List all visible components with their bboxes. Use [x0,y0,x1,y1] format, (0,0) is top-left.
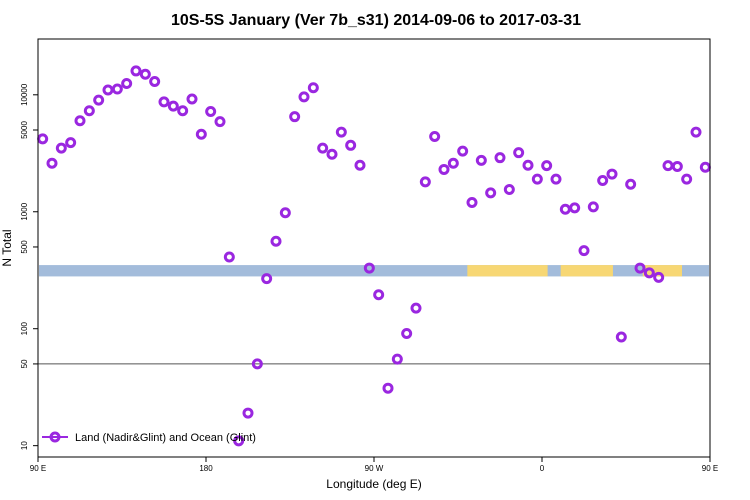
data-point [46,157,58,169]
data-point [130,65,142,77]
data-point [466,196,478,208]
data-point [699,161,711,173]
land-segment [467,265,548,277]
data-point [177,105,189,117]
data-point [251,358,263,370]
data-point [83,105,95,117]
data-point [195,128,207,140]
data-point [503,183,515,195]
data-point [74,115,86,127]
data-point [354,159,366,171]
data-point [205,105,217,117]
chart-title: 10S-5S January (Ver 7b_s31) 2014-09-06 t… [171,12,581,29]
data-point [139,68,151,80]
data-point [55,142,67,154]
data-point [158,96,170,108]
data-point [214,116,226,128]
data-point [401,328,413,340]
data-point [643,267,655,279]
data-point [634,262,646,274]
data-point [223,251,235,263]
legend-label: Land (Nadir&Glint) and Ocean (Glint) [75,432,256,444]
data-point [625,178,637,190]
data-point [559,203,571,215]
data-point [485,187,497,199]
y-tick-label: 500 [20,240,29,254]
data-point [419,176,431,188]
data-point [681,173,693,185]
data-point [391,353,403,365]
plot-area [37,65,711,447]
y-tick-label: 100 [20,321,29,335]
x-tick-label: 0 [540,464,545,473]
y-tick-label: 10000 [20,83,29,106]
data-point [447,157,459,169]
data-point [662,160,674,172]
data-point [541,160,553,172]
data-point [149,75,161,87]
data-point [121,77,133,89]
y-axis-ticks: 10 50 100 500 1000 5000 10000 [20,83,38,450]
data-point [65,137,77,149]
data-point [475,154,487,166]
y-tick-label: 50 [20,359,29,368]
y-tick-label: 1000 [20,202,29,220]
data-point [93,94,105,106]
data-point [326,148,338,160]
data-point [111,83,123,95]
data-point [457,145,469,157]
x-axis-ticks: 90 E 180 90 W 0 90 E [30,457,718,473]
data-point [345,139,357,151]
x-tick-label: 90 W [365,464,384,473]
data-points [37,65,711,447]
data-point [307,82,319,94]
data-point [578,245,590,257]
data-point [429,131,441,143]
data-point [261,273,273,285]
x-axis-label: Longitude (deg E) [326,477,421,491]
x-tick-label: 180 [199,464,213,473]
data-point [522,159,534,171]
data-point [671,160,683,172]
data-point [317,142,329,154]
x-tick-label: 90 E [702,464,718,473]
y-tick-label: 5000 [20,121,29,139]
data-point [186,93,198,105]
data-point [513,147,525,159]
data-point [37,133,49,145]
data-point [102,84,114,96]
data-point [242,407,254,419]
data-point [550,173,562,185]
data-point [438,163,450,175]
legend: Land (Nadir&Glint) and Ocean (Glint) [42,431,256,444]
data-point [587,201,599,213]
data-point [279,207,291,219]
data-point [363,262,375,274]
y-tick-label: 10 [20,441,29,450]
data-point [298,91,310,103]
data-point [494,152,506,164]
data-point [270,235,282,247]
y-axis-label: N Total [0,229,14,266]
data-point [597,175,609,187]
data-point [653,271,665,283]
plot-frame [37,38,711,458]
legend-marker [49,431,61,443]
data-point [335,126,347,138]
x-tick-label: 90 E [30,464,46,473]
data-point [569,202,581,214]
data-point [690,126,702,138]
data-point [410,302,422,314]
data-point [289,111,301,123]
data-point [233,435,245,447]
data-point [615,331,627,343]
land-segment [560,265,613,277]
data-point [606,168,618,180]
data-point [167,100,179,112]
data-point [531,173,543,185]
data-point [382,382,394,394]
land-segment [642,265,682,277]
data-point [373,289,385,301]
